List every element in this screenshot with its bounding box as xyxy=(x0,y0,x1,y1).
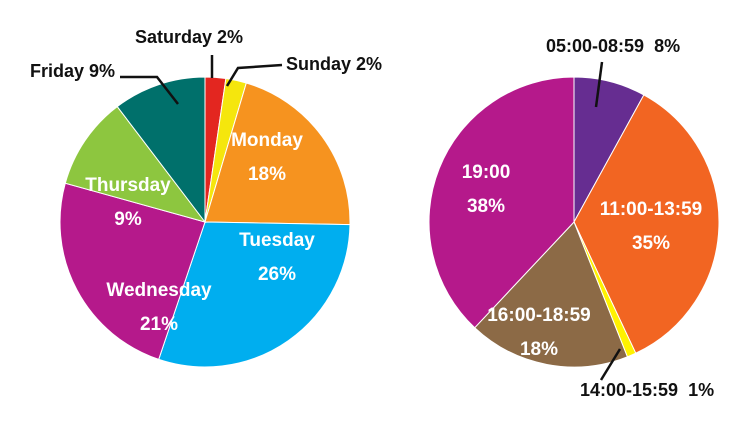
callout-label-14-00-15-59: 14:00-15:59 1% xyxy=(580,380,714,400)
callout-label-friday: Friday 9% xyxy=(30,61,115,81)
slice-value-19-00: 38% xyxy=(467,196,505,217)
slice-label-19-00: 19:00 xyxy=(462,162,511,183)
slice-label-11-00-13-59: 11:00-13:59 xyxy=(600,199,702,220)
pie-slice-11-00-13-59 xyxy=(573,94,720,354)
leader-line-14-00-15-59 xyxy=(599,348,622,381)
slice-value-wednesday: 21% xyxy=(140,314,178,335)
pie-slice-wednesday xyxy=(59,182,206,361)
slice-value-thursday: 9% xyxy=(114,209,142,230)
pie-slice-19-00 xyxy=(428,76,575,329)
callout-label-saturday: Saturday 2% xyxy=(135,27,243,47)
pie-slice-friday xyxy=(116,76,206,224)
slice-value-monday: 18% xyxy=(248,164,286,185)
time-of-day-pie-chart: 05:00-08:59 8% 11:00-13:59 35% 14:00-15:59 … xyxy=(428,36,720,400)
pie-slice-thursday xyxy=(64,105,207,223)
leader-line-05-00-08-59 xyxy=(594,61,604,108)
leader-line-sunday xyxy=(225,63,283,87)
slice-label-thursday: Thursday xyxy=(85,175,171,196)
leader-line-friday xyxy=(120,75,179,105)
slice-value-11-00-13-59: 35% xyxy=(632,233,670,254)
callout-label-05-00-08-59: 05:00-08:59 8% xyxy=(546,36,680,56)
slice-label-wednesday: Wednesday xyxy=(106,280,212,301)
pie-slice-monday xyxy=(204,82,351,226)
pie-slice-tuesday xyxy=(158,221,351,368)
weekday-pie-chart: Saturday 2% Sunday 2% Monday 18% Tuesday 26% W… xyxy=(30,27,382,368)
slice-label-tuesday: Tuesday xyxy=(239,230,315,251)
slice-label-monday: Monday xyxy=(231,130,303,151)
callout-label-sunday: Sunday 2% xyxy=(286,54,382,74)
slice-label-16-00-18-59: 16:00-18:59 xyxy=(487,305,591,326)
slice-value-tuesday: 26% xyxy=(258,264,296,285)
slice-value-16-00-18-59: 18% xyxy=(520,339,558,360)
